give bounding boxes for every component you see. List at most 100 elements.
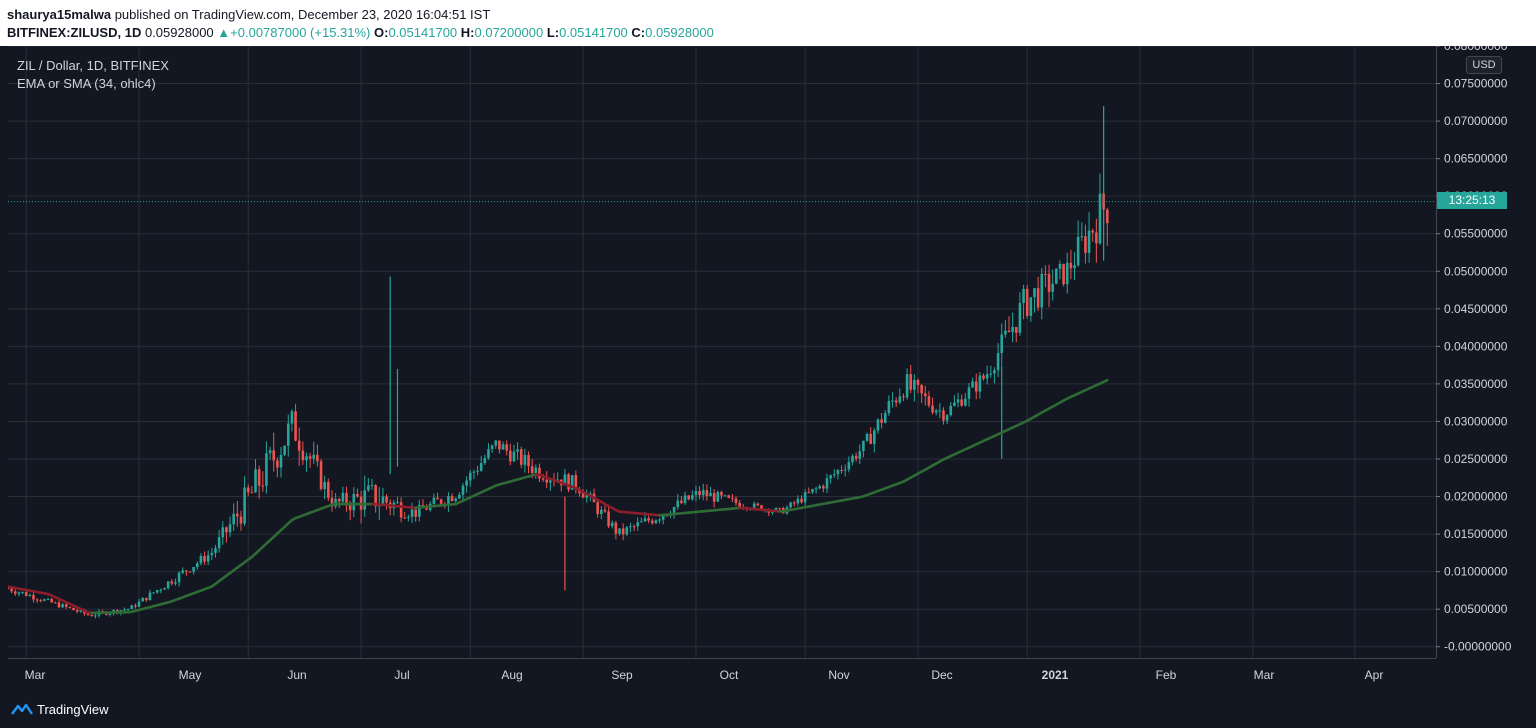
time-scale[interactable]: Mar May Jun Jul Aug Sep Oct Nov Dec 2021 Feb Mar Apr [8, 658, 1436, 688]
up-triangle-icon: ▲ [217, 25, 231, 40]
candle-body [712, 493, 716, 502]
candle-body [516, 449, 519, 452]
publish-line: shaurya15malwa published on TradingView.… [7, 7, 490, 22]
candle-body [701, 490, 705, 496]
candle-body [581, 493, 585, 498]
candle-body [370, 485, 374, 487]
price-tick-label: 0.05500000 [1444, 227, 1508, 241]
candle-body [290, 411, 294, 424]
candle-body [942, 410, 945, 421]
candle-body [836, 470, 840, 475]
candle-body [873, 430, 876, 444]
candle-body [778, 508, 781, 510]
candle-body [887, 401, 891, 414]
candle-body [356, 493, 359, 497]
candle-body [414, 509, 417, 517]
candle-body [519, 449, 523, 465]
time-tick-label: Nov [828, 668, 849, 682]
candle-body [123, 609, 126, 611]
candle-body [257, 469, 261, 486]
candle-body [374, 485, 377, 507]
candle-body [854, 455, 858, 459]
candle-body [1047, 273, 1051, 292]
candle-body [72, 607, 75, 611]
price-tick-label: 0.00500000 [1444, 602, 1508, 616]
candle-body [687, 495, 690, 500]
candle-body [8, 588, 10, 590]
candle-body [192, 567, 195, 572]
candle-body [956, 399, 960, 403]
open-label: O: [374, 25, 389, 40]
candle-body [254, 469, 257, 493]
candle-body [108, 613, 112, 615]
candle-body [137, 601, 141, 607]
candle-body [832, 474, 836, 476]
candle-body [75, 610, 79, 612]
low-value: 0.05141700 [559, 25, 628, 40]
candle-body [501, 444, 505, 450]
candle-body [738, 502, 741, 507]
candle-body [1080, 236, 1084, 238]
candle-body [301, 450, 305, 461]
candle-body [600, 509, 603, 515]
candle-body [490, 445, 494, 449]
candle-body [621, 528, 625, 535]
candle-body [432, 497, 436, 504]
candle-body [94, 615, 97, 617]
candle-body [345, 492, 348, 506]
candle-body [960, 399, 963, 406]
candle-body [465, 480, 468, 486]
candle-body [716, 492, 720, 502]
candle-body [607, 511, 610, 527]
candle-body [974, 381, 978, 392]
candle-body [10, 588, 13, 592]
candle-body [330, 497, 334, 507]
candle-body [756, 503, 760, 506]
candle-body [246, 487, 250, 493]
footer-brand[interactable]: TradingView [0, 698, 109, 720]
candle-body [614, 522, 618, 534]
candle-body [1095, 232, 1098, 244]
candle-body [468, 472, 472, 481]
candle-body [337, 498, 341, 502]
candle-body [589, 493, 592, 495]
candle-body [425, 508, 428, 510]
candle-body [32, 595, 35, 600]
candle-body [461, 485, 465, 495]
candle-body [279, 454, 283, 468]
candle-body [629, 526, 632, 528]
price-tick-label: 0.03500000 [1444, 377, 1508, 391]
candle-body [902, 396, 905, 398]
candle-body [625, 527, 629, 535]
ma-segment [1102, 378, 1109, 384]
high-label: H: [460, 25, 475, 40]
candle-body [814, 488, 818, 490]
candle-body [538, 467, 541, 479]
candle-body [1084, 236, 1087, 253]
candle-body [185, 570, 188, 572]
price-tick-label: 0.03000000 [1444, 414, 1508, 428]
author-name[interactable]: shaurya15malwa [7, 7, 112, 22]
candle-body [694, 490, 698, 496]
candle-body [807, 492, 811, 494]
candle-body [727, 495, 731, 498]
candle-body [352, 493, 356, 511]
candle-body [967, 387, 971, 399]
candle-body [203, 556, 206, 562]
legend-indicator[interactable]: EMA or SMA (34, ohlc4) [17, 76, 156, 91]
candle-body [709, 493, 712, 497]
candle-body [148, 592, 152, 601]
currency-badge[interactable]: USD [1466, 56, 1502, 74]
candle-body [596, 502, 599, 515]
candle-body [1105, 209, 1109, 224]
candle-body [1087, 230, 1091, 253]
candle-body [760, 505, 763, 511]
candle-body [530, 466, 534, 473]
candle-body [319, 461, 323, 490]
price-chart[interactable] [8, 46, 1436, 658]
candle-body [367, 485, 370, 491]
candle-body [1029, 297, 1033, 316]
candle-body [1014, 326, 1018, 333]
price-scale[interactable]: 0.08000000 0.07500000 0.07000000 0.06500000… [1436, 46, 1536, 658]
candle-body [283, 445, 286, 455]
